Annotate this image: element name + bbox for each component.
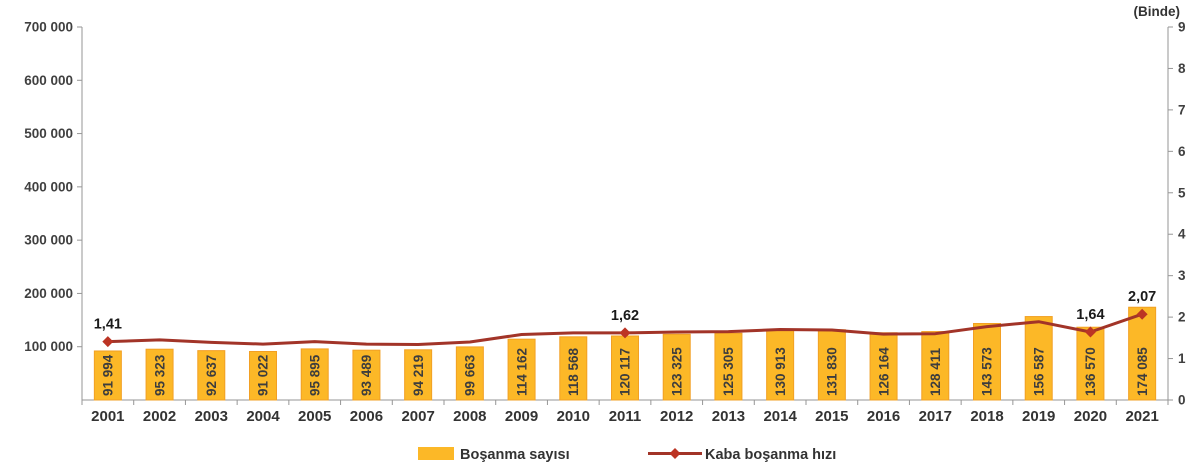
left-axis-tick-label: 500 000 [24,126,73,141]
bar-2004 [249,350,277,401]
x-axis-year-label: 2007 [401,408,434,425]
bar-value-label: 143 573 [980,347,995,396]
rate-annotation: 2,07 [1128,289,1156,305]
line-series: 1,41 1,62 1,64 2,07 [94,289,1156,348]
right-axis-tick-label: 6 [1178,144,1186,159]
bar-value-label: 126 164 [876,347,891,396]
bar-value-label: 93 489 [359,355,374,396]
bar-2014 [766,329,795,401]
rate-annotation: 1,62 [611,308,639,324]
x-axis-year-label: 2016 [867,408,900,425]
line-marker-diamond-icon [619,327,631,339]
x-axis-year-label: 2019 [1022,408,1055,425]
bar-value-label: 91 994 [101,354,116,396]
legend-bar-label: Boşanma sayısı [460,447,570,463]
bar-value-label: 125 305 [721,347,736,396]
left-axis-tick-label: 600 000 [24,73,73,88]
rate-annotation: 1,64 [1076,307,1104,323]
right-axis-tick-label: 2 [1178,310,1186,325]
line-marker-diamond-icon [1136,308,1148,320]
bar-value-label: 120 117 [618,348,633,396]
bar-2018 [973,322,1001,401]
bar-value-label: 128 411 [928,347,943,396]
line-marker-diamond-icon [102,336,114,348]
x-axis-year-label: 2015 [815,408,848,425]
bar-value-label: 123 325 [669,347,684,396]
x-axis-year-label: 2013 [712,408,745,425]
bar-2009 [507,338,536,401]
bar-2016 [869,332,898,401]
x-axis-year-label: 2014 [763,408,797,425]
bar-value-label: 114 162 [514,348,529,396]
x-axis-year-label: 2003 [195,408,228,425]
bar-value-label: 174 085 [1135,347,1150,396]
legend-bar-swatch [418,447,454,460]
x-axis-year-label: 2001 [91,408,124,425]
x-axis-year-label: 2021 [1125,408,1158,425]
right-axis-tick-label: 5 [1178,185,1186,200]
bar-2001 [93,350,122,401]
bar-value-label: 92 637 [204,355,219,396]
bar-value-label: 136 570 [1083,347,1098,396]
left-axis-tick-label: 700 000 [24,20,73,35]
legend: Boşanma sayısı Kaba boşanma hızı [418,447,836,463]
left-axis-tick-label: 300 000 [24,233,73,248]
x-axis-year-label: 2005 [298,408,331,425]
x-axis-year-label: 2008 [453,408,486,425]
x-axis-year-label: 2004 [246,408,280,425]
right-axis-tick-label: 9 [1178,20,1186,35]
left-axis-tick-label: 100 000 [24,339,73,354]
bar-value-label: 99 663 [463,354,478,396]
x-axis-year-label: 2002 [143,408,176,425]
right-axis-tick-label: 8 [1178,61,1186,76]
right-axis-tick-label: 4 [1178,227,1186,242]
bar-value-label: 131 830 [825,347,840,396]
axes: 700 000 600 000 500 000 400 000 300 000 200 0… [24,4,1186,425]
left-axis-tick-label: 400 000 [24,179,73,194]
bar-2007 [404,349,433,401]
x-axis-year-label: 2020 [1074,408,1107,425]
bar-2017 [921,331,950,401]
bar-value-label: 91 022 [256,355,271,396]
x-axis-year-label: 2017 [919,408,952,425]
left-axis-tick-label: 200 000 [24,286,73,301]
line-marker-diamond-icon [1084,326,1096,338]
x-axis-year-label: 2009 [505,408,538,425]
x-axis-year-label: 2011 [609,408,642,425]
bar-2020 [1076,326,1105,401]
bar-2019 [1024,316,1053,401]
right-axis-tick-label: 1 [1178,351,1186,366]
right-axis-tick-label: 3 [1178,268,1186,283]
bar-value-label: 156 587 [1031,347,1046,396]
right-axis-tick-label: 0 [1178,393,1186,408]
bar-series: 91 994 95 323 92 637 91 022 95 895 93 489 94 2… [93,306,1157,401]
bar-2010 [559,336,588,401]
bar-value-label: 94 219 [411,355,426,396]
right-axis-title: (Binde) [1134,4,1181,19]
bar-2005 [300,348,329,401]
bar-2006 [352,349,381,401]
x-axis-year-label: 2018 [970,408,1003,425]
rate-annotation: 1,41 [94,317,122,333]
x-axis-year-label: 2012 [660,408,693,425]
bar-2002 [145,348,174,401]
bar-value-label: 95 895 [307,354,322,396]
bar-value-label: 118 568 [566,347,581,396]
bar-2021 [1128,306,1157,401]
bar-value-label: 95 323 [152,354,167,396]
legend-line-marker-diamond-icon [669,448,681,459]
x-axis-year-label: 2010 [557,408,590,425]
legend-line-label: Kaba boşanma hızı [705,447,836,463]
bar-2008 [455,346,484,401]
x-axis-year-label: 2006 [350,408,383,425]
bar-2012 [662,333,691,401]
right-axis-tick-label: 7 [1178,102,1186,117]
bar-2013 [714,332,743,401]
bar-2003 [197,350,226,401]
bar-value-label: 130 913 [773,347,788,396]
